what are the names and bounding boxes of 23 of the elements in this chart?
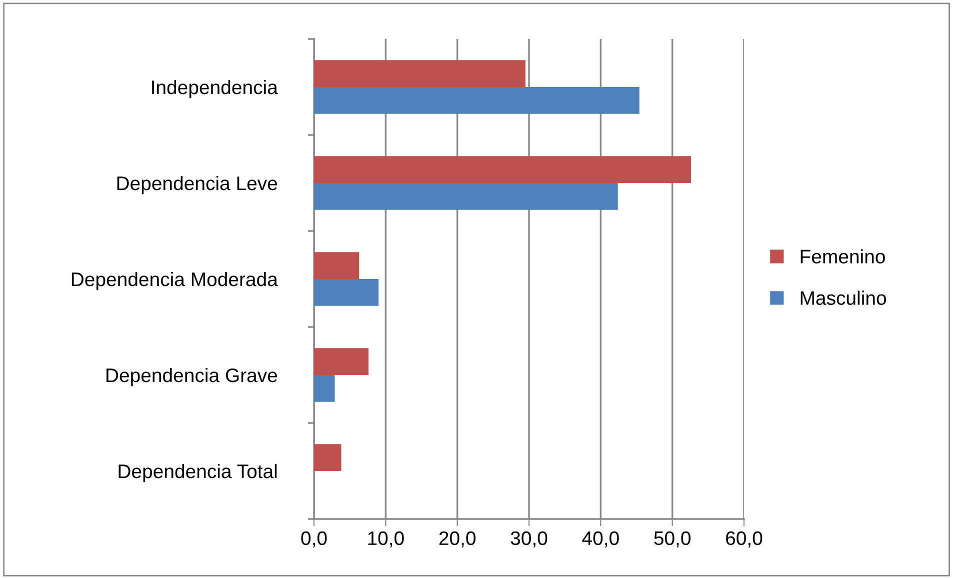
y-tick-label: Dependencia Moderada	[72, 272, 278, 290]
legend-label: Femenino	[800, 249, 885, 264]
bar	[314, 183, 618, 210]
x-tick-label: 0,0	[301, 531, 327, 548]
x-tick-label: 20,0	[439, 531, 476, 548]
x-tick-label: 10,0	[368, 531, 404, 548]
x-tick-label: 60,0	[726, 531, 762, 548]
y-tick-label: Independencia	[152, 80, 278, 98]
y-tick-label: Dependencia Grave	[106, 368, 278, 386]
legend-label: Masculino	[800, 290, 886, 305]
bar	[314, 444, 342, 471]
bar	[314, 375, 335, 402]
bar	[314, 348, 368, 375]
x-tick-label: 30,0	[510, 531, 548, 548]
y-tick-label: Dependencia Total	[118, 464, 277, 482]
y-tick-label: Dependencia Leve	[117, 176, 278, 194]
bar	[314, 252, 360, 279]
bar	[314, 60, 526, 87]
bar	[314, 156, 691, 183]
bar	[314, 87, 640, 114]
x-tick-label: 50,0	[654, 531, 690, 548]
bar	[314, 279, 378, 306]
x-tick-label: 40,0	[582, 531, 619, 548]
